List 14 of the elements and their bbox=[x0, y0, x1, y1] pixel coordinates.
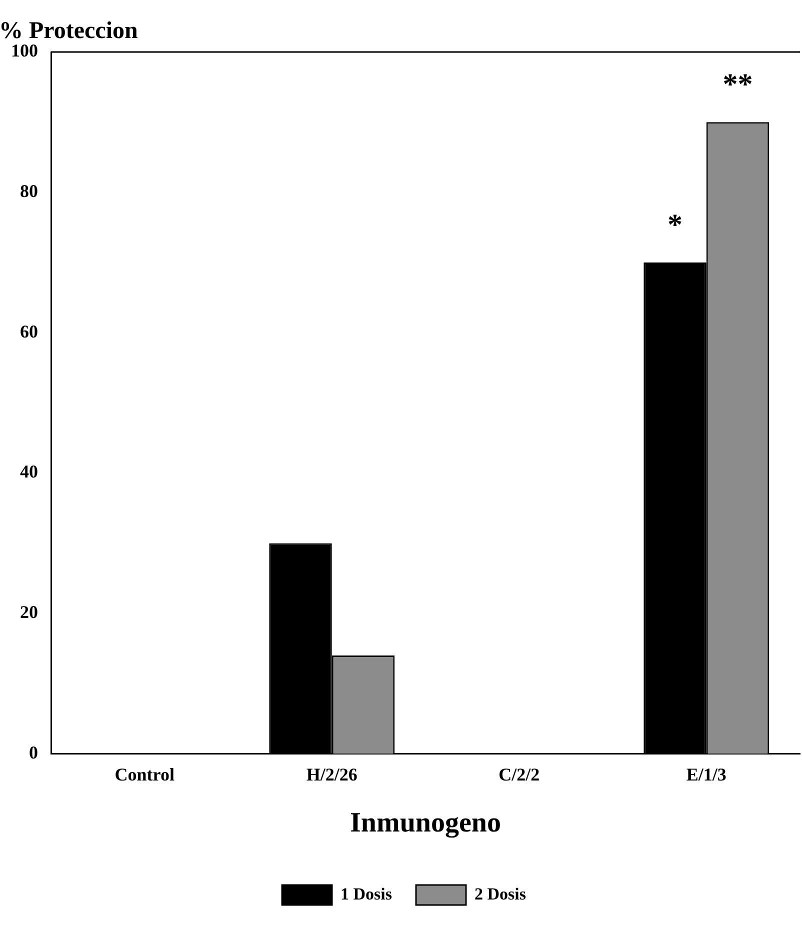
annotation: ** bbox=[722, 68, 753, 101]
x-axis-title: Inmunogeno bbox=[350, 807, 501, 838]
y-tick-label: 80 bbox=[20, 181, 38, 202]
legend-label: 1 Dosis bbox=[340, 884, 392, 904]
annotation: * bbox=[668, 208, 683, 242]
y-tick-label: 60 bbox=[20, 321, 38, 342]
y-tick-label: 20 bbox=[20, 602, 38, 622]
legend-label: 2 Dosis bbox=[474, 884, 526, 904]
x-tick-label: C/2/2 bbox=[498, 764, 540, 784]
x-tick-label: H/2/26 bbox=[306, 764, 358, 784]
x-tick-label: Control bbox=[114, 764, 174, 784]
y-tick-label: 40 bbox=[20, 462, 38, 482]
y-tick-label: 0 bbox=[29, 742, 38, 762]
x-tick-label: E/1/3 bbox=[686, 764, 726, 784]
